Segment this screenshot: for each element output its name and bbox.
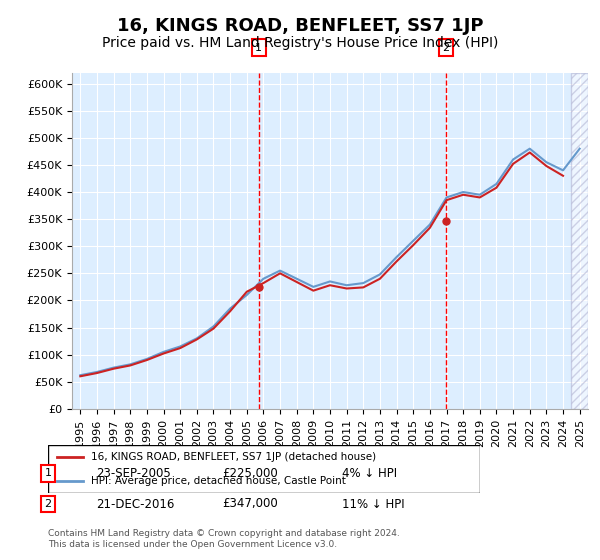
Text: 21-DEC-2016: 21-DEC-2016: [96, 497, 175, 511]
Text: 1: 1: [255, 43, 262, 53]
Text: 2: 2: [442, 43, 449, 53]
Text: Contains HM Land Registry data © Crown copyright and database right 2024.
This d: Contains HM Land Registry data © Crown c…: [48, 529, 400, 549]
Bar: [571, 73, 588, 409]
Text: 11% ↓ HPI: 11% ↓ HPI: [342, 497, 404, 511]
Text: 23-SEP-2005: 23-SEP-2005: [96, 466, 171, 480]
Text: 16, KINGS ROAD, BENFLEET, SS7 1JP: 16, KINGS ROAD, BENFLEET, SS7 1JP: [117, 17, 483, 35]
Text: £347,000: £347,000: [222, 497, 278, 511]
Text: Price paid vs. HM Land Registry's House Price Index (HPI): Price paid vs. HM Land Registry's House …: [102, 36, 498, 50]
Text: 16, KINGS ROAD, BENFLEET, SS7 1JP (detached house): 16, KINGS ROAD, BENFLEET, SS7 1JP (detac…: [91, 452, 376, 462]
Text: HPI: Average price, detached house, Castle Point: HPI: Average price, detached house, Cast…: [91, 476, 346, 486]
Text: 2: 2: [44, 499, 52, 509]
Text: £225,000: £225,000: [222, 466, 278, 480]
Text: 1: 1: [44, 468, 52, 478]
Text: 4% ↓ HPI: 4% ↓ HPI: [342, 466, 397, 480]
